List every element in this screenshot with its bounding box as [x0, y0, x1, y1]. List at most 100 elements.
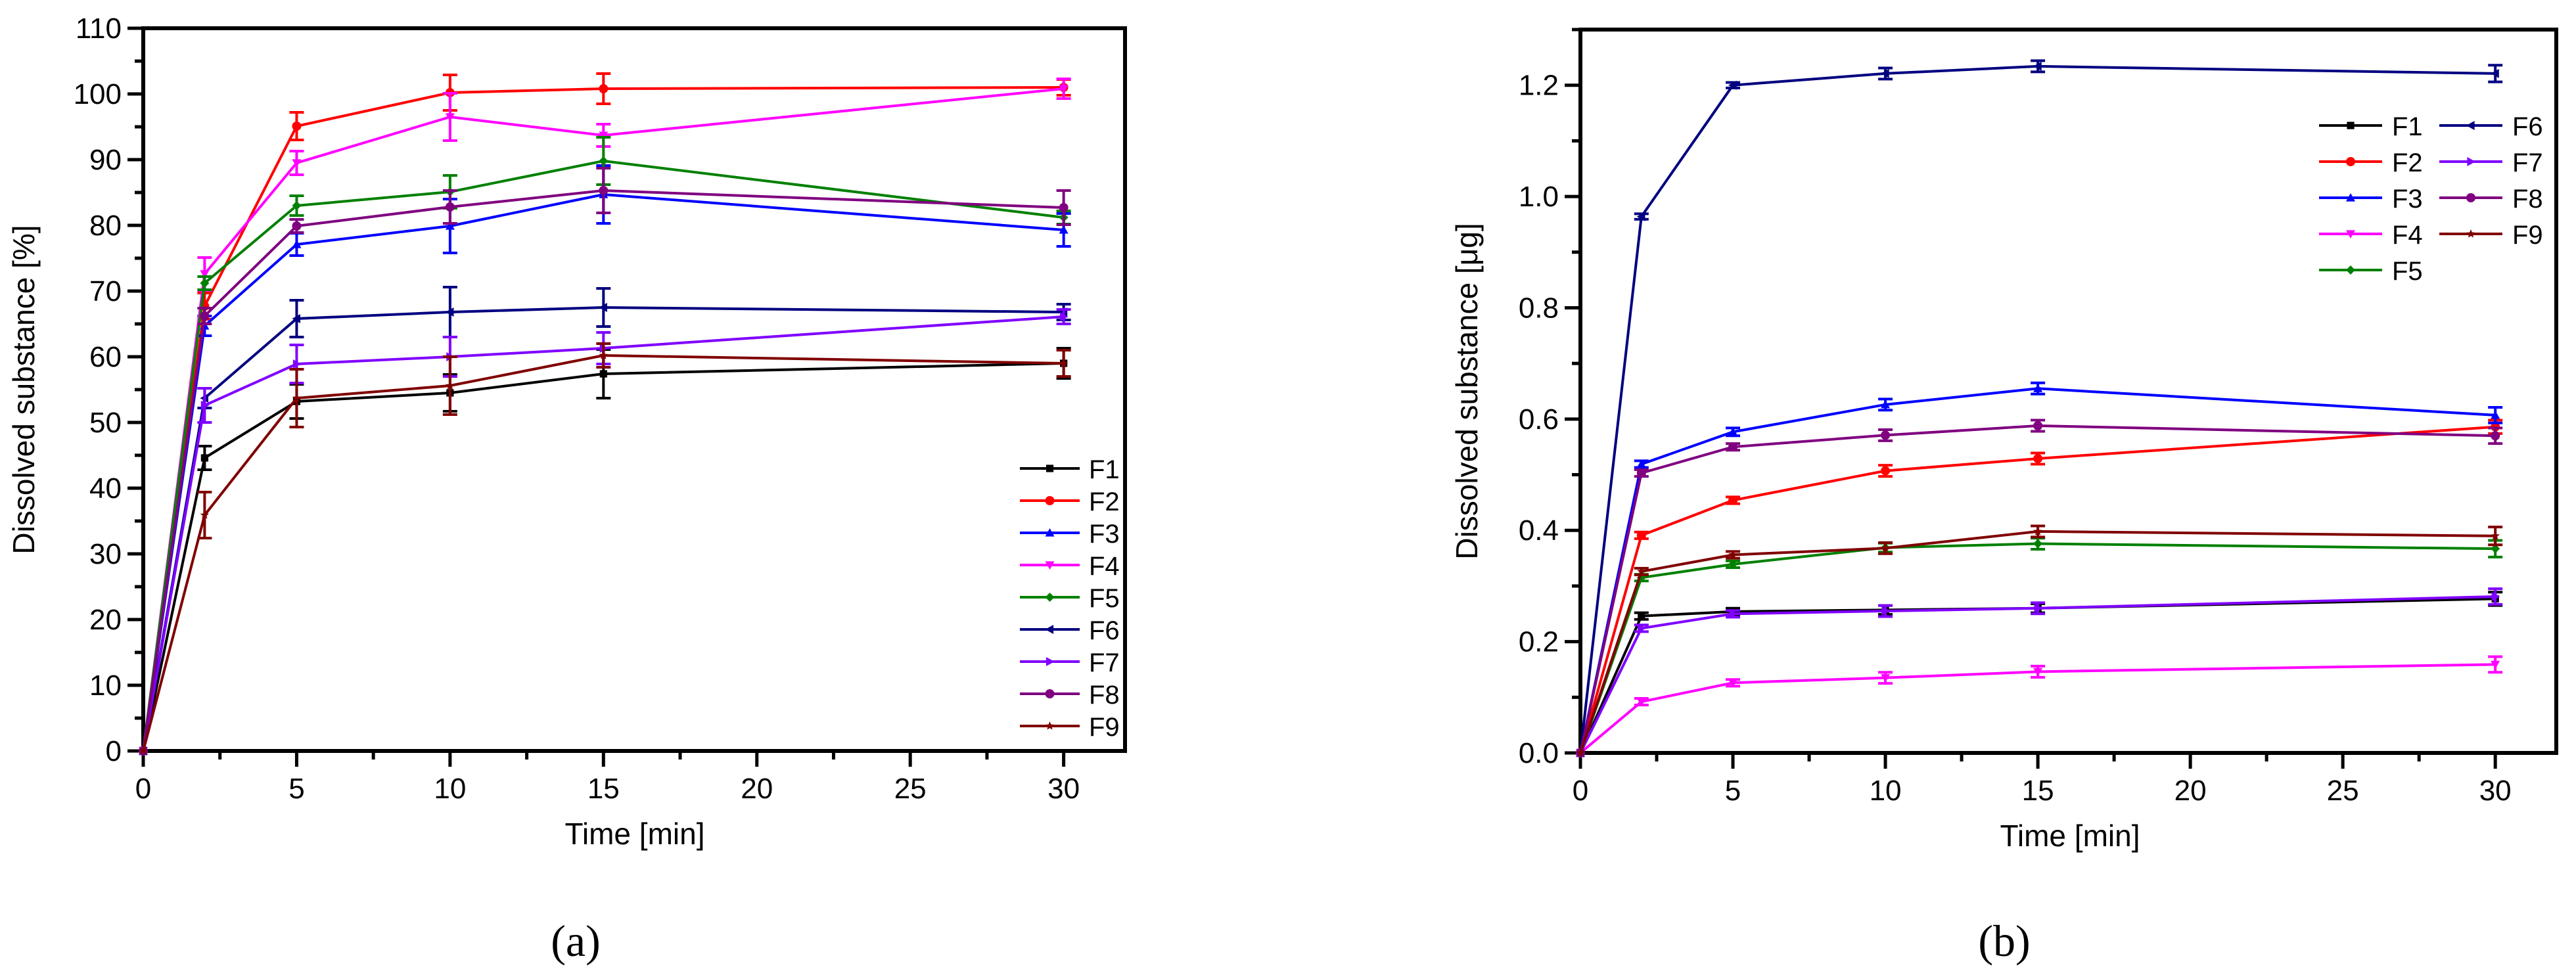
series-line-f8 [142, 189, 1064, 752]
legend-marker [1045, 721, 1055, 730]
series-f9 [139, 342, 1071, 755]
data-point [292, 314, 301, 323]
data-point [1729, 609, 1738, 619]
legend-item-f3: F3 [1020, 520, 1120, 549]
data-point [1636, 468, 1646, 478]
y-tick-label: 30 [89, 538, 122, 570]
legend-item-f2: F2 [2319, 148, 2423, 177]
legend-item-f9: F9 [1020, 713, 1120, 742]
legend-marker [2346, 230, 2355, 238]
legend-item-f6: F6 [2439, 112, 2543, 141]
legend-label: F2 [1089, 488, 1120, 516]
data-point [292, 359, 302, 369]
x-tick-label: 10 [434, 773, 466, 805]
series-f9 [1576, 524, 2503, 757]
data-point [200, 510, 210, 519]
data-point [1728, 679, 1738, 688]
series-line-f9 [142, 353, 1064, 752]
data-point [2033, 668, 2043, 677]
legend-label: F4 [2392, 221, 2423, 250]
data-point [599, 370, 607, 378]
y-tick-label: 110 [76, 12, 122, 45]
data-point [1728, 559, 1738, 569]
series-f6 [1576, 59, 2503, 758]
legend: F1 F2 F3 F4 F5 F6 F7 F8 F9 [1020, 455, 1120, 742]
x-tick-label: 15 [2022, 775, 2054, 807]
series-f5 [1576, 537, 2503, 758]
x-tick-label: 10 [1870, 775, 1902, 807]
data-point [1881, 430, 1891, 440]
y-tick-label: 70 [89, 275, 122, 307]
legend-item-f7: F7 [2439, 148, 2543, 177]
y-tick-label: 0.4 [1519, 514, 1559, 547]
x-tick-label: 5 [288, 773, 304, 805]
data-point [292, 221, 302, 231]
data-point [1636, 530, 1646, 540]
data-point [292, 394, 302, 402]
chart-panel-a: 0 5 10 15 20 25 30 0 10 20 30 40 50 60 70 80 90 100 110 Tim… [7, 12, 1127, 966]
series-line-f7 [1579, 595, 2496, 754]
data-point [599, 186, 609, 195]
data-point [1059, 359, 1069, 367]
legend-label: F6 [1089, 616, 1120, 645]
legend-label: F3 [1089, 520, 1120, 549]
legend-marker [2346, 157, 2355, 166]
legend-marker [1046, 465, 1054, 472]
series-line-f3 [1579, 387, 2496, 754]
data-point [445, 202, 455, 212]
y-tick-label: 100 [74, 78, 122, 110]
legend-label: F5 [1089, 584, 1120, 613]
x-tick-label: 20 [741, 773, 773, 805]
data-point [2491, 431, 2500, 441]
data-point [1881, 399, 1891, 409]
series-f3 [139, 164, 1071, 755]
legend-item-f3: F3 [2319, 185, 2423, 214]
x-tick-label: 0 [1573, 775, 1588, 807]
data-point [200, 270, 210, 279]
data-point [1636, 459, 1646, 468]
legend-marker [2466, 193, 2475, 202]
legend-item-f4: F4 [1020, 552, 1120, 581]
legend-item-f8: F8 [1020, 681, 1120, 710]
series-f3 [1576, 381, 2503, 757]
legend-marker [2466, 121, 2475, 130]
data-point [2491, 410, 2500, 419]
y-tick-label: 0.0 [1519, 737, 1559, 769]
data-point [599, 156, 609, 166]
legend-item-f6: F6 [1020, 616, 1120, 645]
data-point [445, 221, 455, 230]
legend-marker [2346, 265, 2355, 275]
legend-label: F1 [1089, 455, 1120, 484]
legend-label: F2 [2392, 148, 2423, 177]
panel-label: (a) [551, 916, 600, 966]
y-tick-label: 80 [89, 210, 122, 242]
legend-label: F8 [2512, 185, 2543, 214]
data-point [292, 122, 302, 131]
x-axis-title: Time [min] [2000, 819, 2140, 853]
x-tick-label: 30 [1047, 773, 1080, 805]
panel-label: (b) [1978, 916, 2030, 966]
y-tick-label: 90 [89, 144, 122, 176]
y-tick-label: 0.2 [1519, 626, 1559, 658]
data-point [599, 351, 608, 359]
y-tick-label: 60 [89, 341, 122, 373]
data-point [1881, 606, 1891, 616]
series-f5 [139, 136, 1071, 756]
y-tick-label: 0 [106, 735, 122, 767]
x-tick-label: 25 [894, 773, 927, 805]
data-point [445, 113, 455, 122]
data-point [1576, 748, 1585, 757]
legend-item-f9: F9 [2439, 221, 2543, 250]
data-point [2033, 539, 2043, 549]
legend-label: F5 [2392, 257, 2423, 286]
data-point [200, 454, 208, 462]
legend-label: F4 [1089, 552, 1120, 581]
data-point [1637, 566, 1646, 576]
data-point [2033, 526, 2042, 535]
legend-label: F6 [2512, 112, 2543, 141]
y-tick-label: 20 [89, 604, 122, 636]
x-axis-title: Time [min] [565, 817, 705, 851]
series-line-f3 [142, 193, 1064, 752]
legend-item-f5: F5 [1020, 584, 1120, 613]
data-point [1881, 466, 1891, 476]
